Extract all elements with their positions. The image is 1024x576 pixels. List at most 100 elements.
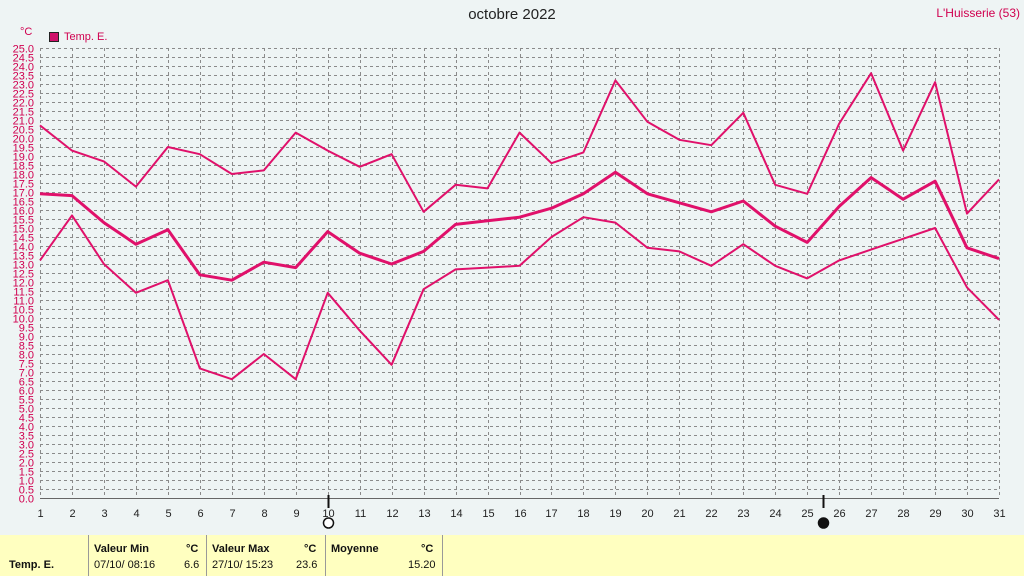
x-tick-label: 6 <box>197 508 203 520</box>
x-tick-label: 18 <box>577 508 589 520</box>
stats-max-value: 23.6 <box>296 559 318 571</box>
x-tick-label: 24 <box>769 508 781 520</box>
legend: Temp. E. <box>49 31 107 43</box>
x-tick-label: 14 <box>450 508 462 520</box>
x-tick-label: 30 <box>961 508 973 520</box>
stats-avg-unit: °C <box>421 543 434 555</box>
y-tick-label: 12.0 <box>13 278 34 290</box>
x-tick-label: 8 <box>261 508 267 520</box>
series-lines <box>39 72 1000 381</box>
y-tick-label: 7.5 <box>19 359 34 371</box>
y-tick-label: 10.5 <box>13 305 34 317</box>
y-tick-label: 13.0 <box>13 260 34 272</box>
x-tick-label: 11 <box>355 508 366 520</box>
y-tick-label: 2.5 <box>19 449 34 461</box>
x-tick-label: 19 <box>609 508 621 520</box>
stats-max-unit: °C <box>304 543 317 555</box>
y-tick-label: 21.0 <box>13 116 34 128</box>
y-tick-label: 5.0 <box>19 404 34 416</box>
y-tick-label: 11.0 <box>13 296 34 308</box>
y-tick-label: 19.5 <box>13 143 34 155</box>
x-tick-label: 20 <box>641 508 653 520</box>
y-tick-label: 12.5 <box>13 269 34 281</box>
y-tick-label: 22.5 <box>13 89 34 101</box>
new-moon-icon <box>817 517 830 529</box>
stats-min-header: Valeur Min <box>94 543 150 555</box>
y-tick-label: 5.5 <box>19 395 34 407</box>
x-tick-label: 17 <box>545 508 557 520</box>
series-line-mean <box>39 170 1000 282</box>
y-tick-label: 22.0 <box>13 98 34 110</box>
y-tick-label: 20.0 <box>13 134 34 146</box>
y-tick-label: 23.0 <box>13 80 34 92</box>
grid <box>40 48 1000 499</box>
stats-avg-value: 15.20 <box>408 559 436 571</box>
y-tick-label: 18.5 <box>13 161 34 173</box>
y-tick-label: 20.5 <box>13 125 34 137</box>
axes: 0.00.51.01.52.02.53.03.54.04.55.05.56.06… <box>13 44 1006 521</box>
y-tick-label: 0.5 <box>19 485 34 497</box>
y-tick-label: 8.0 <box>19 350 34 362</box>
y-tick-label: 2.0 <box>19 458 34 470</box>
legend-label: Temp. E. <box>64 31 108 43</box>
x-tick-label: 4 <box>133 508 139 520</box>
series-line-min <box>39 214 1000 381</box>
y-tick-label: 9.5 <box>19 323 34 335</box>
x-tick-label: 21 <box>673 508 685 520</box>
stats-series-name: Temp. E. <box>9 559 55 571</box>
y-tick-label: 21.5 <box>13 107 34 119</box>
x-tick-label: 13 <box>418 508 430 520</box>
y-tick-label: 10.0 <box>13 314 34 326</box>
y-tick-label: 14.0 <box>13 242 34 254</box>
y-tick-label: 15.5 <box>13 215 34 227</box>
y-tick-label: 16.5 <box>13 197 34 209</box>
chart-area: 0.00.51.01.52.02.53.03.54.04.55.05.56.06… <box>13 44 1006 529</box>
stats-min-value: 6.6 <box>184 559 200 571</box>
x-tick-label: 5 <box>165 508 171 520</box>
stats-avg-cell: Moyenne °C 15.20 <box>325 535 442 576</box>
y-tick-label: 19.0 <box>13 152 34 164</box>
x-tick-label: 12 <box>386 508 398 520</box>
x-tick-label: 10 <box>322 508 334 520</box>
y-tick-label: 9.0 <box>19 332 34 344</box>
y-tick-label: 1.0 <box>19 476 34 488</box>
y-tick-label: 17.0 <box>13 188 34 200</box>
x-tick-label: 1 <box>37 508 43 520</box>
station-label: L'Huisserie (53) <box>936 6 1020 20</box>
x-tick-label: 27 <box>865 508 877 520</box>
y-tick-label: 3.5 <box>19 431 34 443</box>
y-tick-label: 6.5 <box>19 377 34 389</box>
y-tick-label: 11.5 <box>13 287 34 299</box>
x-tick-label: 16 <box>514 508 526 520</box>
y-tick-label: 6.0 <box>19 386 34 398</box>
x-tick-label: 23 <box>737 508 749 520</box>
stats-max-date: 27/10/ 15:23 <box>212 559 274 571</box>
series-line-max <box>39 72 1000 215</box>
y-tick-label: 25.0 <box>13 44 34 56</box>
x-tick-label: 22 <box>705 508 717 520</box>
stats-max-header: Valeur Max <box>212 543 270 555</box>
moon-markers <box>322 495 830 529</box>
y-tick-label: 23.5 <box>13 71 34 83</box>
y-tick-label: 17.5 <box>13 179 34 191</box>
chart-title: octobre 2022 <box>468 6 556 23</box>
stats-empty-cell <box>442 535 1024 576</box>
x-tick-label: 3 <box>101 508 107 520</box>
y-tick-label: 0.0 <box>19 494 34 506</box>
y-tick-label: 7.0 <box>19 368 34 380</box>
x-tick-label: 26 <box>833 508 845 520</box>
y-tick-label: 16.0 <box>13 206 34 218</box>
x-tick-label: 31 <box>993 508 1005 520</box>
stats-min-unit: °C <box>186 543 199 555</box>
y-tick-label: 8.5 <box>19 341 34 353</box>
y-tick-label: 13.5 <box>13 251 34 263</box>
y-tick-label: 14.5 <box>13 233 34 245</box>
x-tick-label: 2 <box>69 508 75 520</box>
x-tick-label: 7 <box>229 508 235 520</box>
x-tick-label: 9 <box>293 508 299 520</box>
x-tick-label: 15 <box>482 508 494 520</box>
stats-min-cell: Valeur Min °C 07/10/ 08:16 6.6 <box>88 535 206 576</box>
y-tick-label: 15.0 <box>13 224 34 236</box>
y-tick-label: 24.5 <box>13 53 34 65</box>
y-tick-label: 1.5 <box>19 467 34 479</box>
